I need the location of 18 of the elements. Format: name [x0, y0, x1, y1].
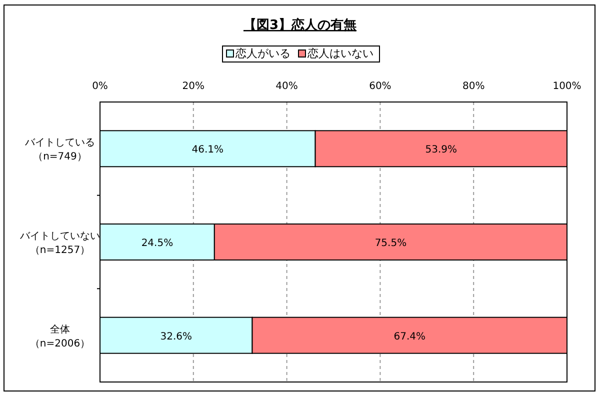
x-tick-label: 40%: [276, 81, 298, 92]
y-tick-label: 全体（n=2006）: [30, 323, 90, 350]
x-tick-label: 100%: [552, 81, 582, 92]
y-tick-label: バイトしている（n=749）: [24, 138, 95, 163]
legend-label: 恋人がいる: [234, 47, 290, 60]
data-label: 46.1%: [192, 144, 224, 156]
x-tick-label: 60%: [369, 81, 392, 92]
chart-title: 【図3】恋人の有無: [243, 17, 357, 33]
legend-label: 恋人はいない: [306, 47, 374, 60]
data-label: 75.5%: [374, 238, 407, 249]
data-label: 32.6%: [160, 331, 192, 342]
x-tick-label: 80%: [462, 81, 485, 92]
x-tick-label: 20%: [182, 81, 205, 92]
y-tick-label: バイトしていない（n=1257）: [19, 231, 100, 256]
data-label: 53.9%: [425, 144, 458, 156]
data-label: 24.5%: [141, 238, 174, 249]
data-label: 67.4%: [394, 331, 426, 342]
x-tick-label: 0%: [92, 81, 108, 92]
